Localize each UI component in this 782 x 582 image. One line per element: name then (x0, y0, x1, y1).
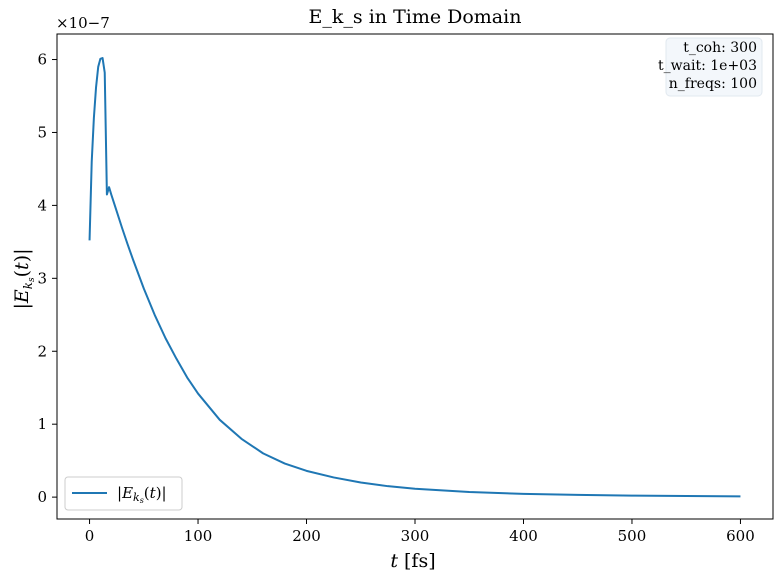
x-tick-label: 100 (184, 527, 213, 545)
x-tick-label: 600 (726, 527, 755, 545)
y-tick-label: 1 (37, 415, 47, 433)
legend: |Eks(t)| (64, 476, 183, 511)
info-box: t_coh: 300 t_wait: 1e+03 n_freqs: 100 (658, 37, 763, 97)
y-axis-label: |Eks(t)| (11, 248, 37, 309)
info-line-t-wait: t_wait: 1e+03 (658, 58, 757, 74)
x-tick-label: 0 (85, 527, 95, 545)
y-tick-label: 2 (37, 342, 47, 360)
series-line (88, 57, 741, 498)
y-tick-label: 3 (37, 269, 47, 287)
x-tick-label: 300 (401, 527, 430, 545)
y-tick-label: 6 (37, 51, 47, 69)
y-tick-label: 0 (37, 488, 47, 506)
plot-frame (56, 33, 774, 520)
y-tick-label: 5 (37, 123, 47, 141)
x-axis-ticks: 0 100 200 300 400 500 600 (85, 519, 755, 545)
y-tick-label: 4 (37, 196, 47, 214)
x-tick-label: 500 (618, 527, 647, 545)
y-offset-label: ×10−7 (56, 14, 110, 32)
info-line-n-freqs: n_freqs: 100 (669, 76, 757, 92)
x-tick-label: 200 (292, 527, 321, 545)
chart-title: E_k_s in Time Domain (309, 6, 522, 28)
x-axis-label: t [fs] (390, 550, 435, 572)
x-tick-label: 400 (509, 527, 538, 545)
info-line-t-coh: t_coh: 300 (683, 40, 757, 56)
y-axis-ticks: 0 1 2 3 4 5 6 (37, 51, 57, 506)
